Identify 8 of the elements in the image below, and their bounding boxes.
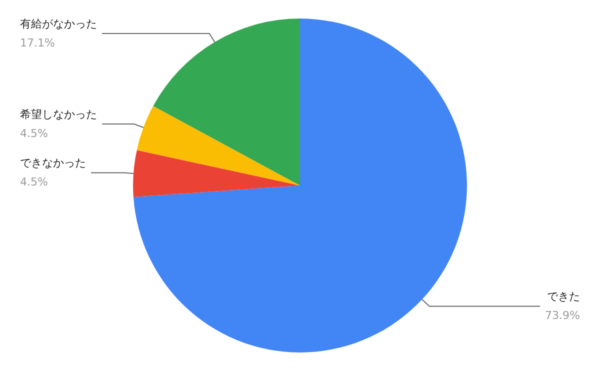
slice-label: できなかった bbox=[20, 156, 86, 170]
data-label: 4.5% bbox=[20, 126, 48, 140]
data-label: 4.5% bbox=[20, 176, 48, 189]
slice-label: できた bbox=[547, 290, 580, 304]
data-label: 73.9% bbox=[545, 309, 580, 322]
slice-label: 有給がなかった bbox=[20, 17, 97, 30]
data-label: 17.1% bbox=[20, 36, 55, 50]
slice-label: 希望しなかった bbox=[20, 108, 97, 121]
